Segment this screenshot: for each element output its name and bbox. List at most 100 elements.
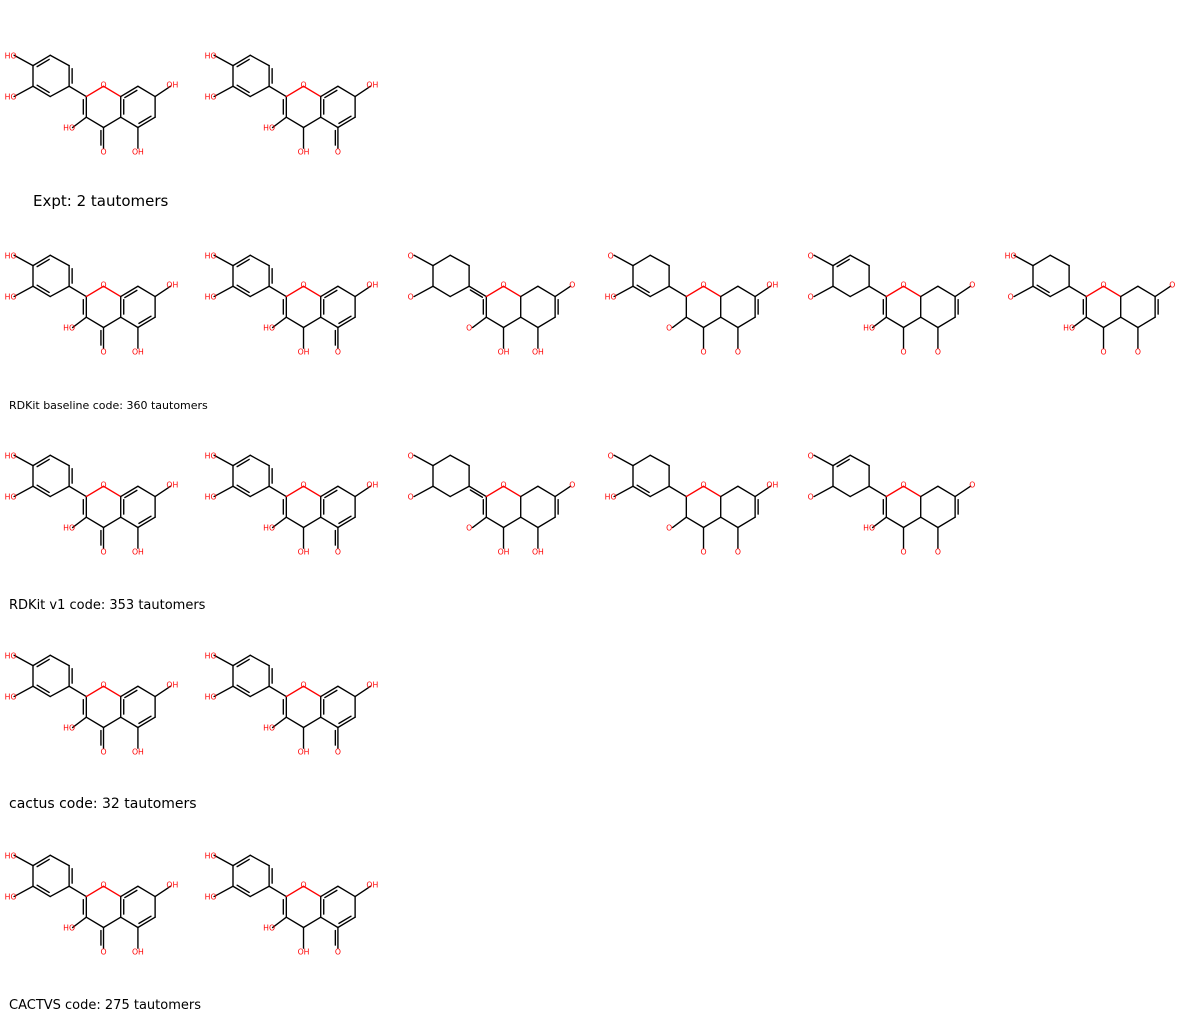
bond-double (338, 715, 352, 725)
bond-double (36, 684, 50, 694)
bond (213, 54, 234, 67)
atom-label-a: HO (5, 851, 17, 860)
bond (271, 516, 288, 529)
bond (432, 485, 451, 498)
bond (232, 485, 251, 498)
bond (285, 716, 305, 729)
bond (813, 454, 834, 467)
molecule-structure: HO O HO O O O O (1000, 220, 1200, 380)
atom-label-f: OH (366, 681, 378, 690)
atom-label-c: HO (863, 324, 875, 333)
bond (337, 516, 356, 529)
atom-label-d: O (900, 348, 906, 357)
bond (249, 454, 270, 467)
bond-double (138, 315, 152, 325)
bond (1068, 285, 1088, 298)
bond-double (36, 658, 50, 668)
bond (737, 485, 756, 498)
molecule-skeleton: HO HO HO O OH OH O (5, 51, 179, 156)
bond (68, 885, 88, 898)
molecule-skeleton: O O HO O O O O (808, 451, 976, 556)
bond (154, 285, 172, 298)
bond (920, 316, 939, 329)
molecule-skeleton: O O O OH OH O O (408, 451, 576, 556)
bond (537, 485, 556, 498)
bond (354, 285, 372, 298)
atom-label-e: O (335, 148, 341, 157)
bond-double (36, 458, 50, 468)
bond (285, 516, 305, 529)
atom-label-a: O (808, 251, 814, 260)
atom-label-f: OH (166, 681, 178, 690)
atom-label-d: O (100, 748, 106, 757)
atom-label-f: OH (766, 481, 778, 490)
atom-label-b: HO (605, 293, 617, 302)
bond (520, 316, 539, 329)
bond (702, 316, 722, 329)
bond-double (324, 489, 338, 499)
bond (232, 54, 251, 67)
bond (937, 316, 956, 329)
bond (720, 285, 739, 298)
bond-double (36, 884, 50, 894)
molecule-skeleton: HO HO HO OH O OH O (205, 651, 379, 756)
bond (268, 285, 288, 298)
bond (449, 254, 470, 267)
bond (920, 516, 939, 529)
bond (271, 116, 288, 129)
bond (737, 316, 756, 329)
molecule-structure: HO HO HO O OH OH O (0, 620, 200, 780)
bond-double (469, 289, 484, 298)
bond (632, 485, 651, 498)
bond (249, 285, 270, 298)
molecule-skeleton: HO HO HO OH O OH O (205, 51, 379, 156)
bond (49, 85, 70, 98)
bond (737, 285, 756, 298)
atom-label-d: O (100, 148, 106, 157)
bond (249, 54, 270, 67)
bond (120, 285, 139, 298)
bond-double (124, 889, 138, 899)
bond (320, 85, 339, 98)
molecule-structure: O O O OH OH O O (400, 420, 600, 580)
bond-double (236, 284, 250, 294)
bond (871, 316, 888, 329)
bond (449, 285, 470, 298)
molecule-structure: HO HO HO OH O OH O (200, 220, 400, 380)
bond (737, 516, 756, 529)
bond (137, 485, 156, 498)
atom-label-b: O (408, 293, 414, 302)
bond (885, 516, 905, 529)
bond (13, 285, 34, 298)
bond (102, 885, 122, 898)
atom-label-f: OH (166, 281, 178, 290)
bond-double (236, 484, 250, 494)
molecule-structure: O O O OH OH O O (400, 220, 600, 380)
atom-label-e: O (935, 348, 941, 357)
bond (120, 116, 139, 129)
bond (413, 485, 434, 498)
bond (102, 716, 122, 729)
bond (649, 285, 670, 298)
atom-label-d: OH (298, 748, 310, 757)
structure-drawing: HO HO HO OH O OH O (205, 651, 379, 756)
bond (1085, 316, 1105, 329)
atom-label-f: O (1169, 281, 1175, 290)
atom-label-f: O (969, 281, 975, 290)
atom-label-b: HO (5, 293, 17, 302)
bond (268, 885, 288, 898)
bond (71, 716, 88, 729)
atom-label-d: O (100, 348, 106, 357)
bond (102, 485, 122, 498)
bond-double (138, 715, 152, 725)
bond (302, 685, 322, 698)
molecule-skeleton: HO HO HO O OH OH O (5, 851, 179, 956)
atom-label-a: HO (5, 251, 17, 260)
bond (32, 454, 51, 467)
structure-drawing: HO HO HO O OH OH O (5, 451, 179, 556)
bond (120, 485, 139, 498)
bond (832, 254, 851, 267)
bond-double (1036, 284, 1050, 294)
